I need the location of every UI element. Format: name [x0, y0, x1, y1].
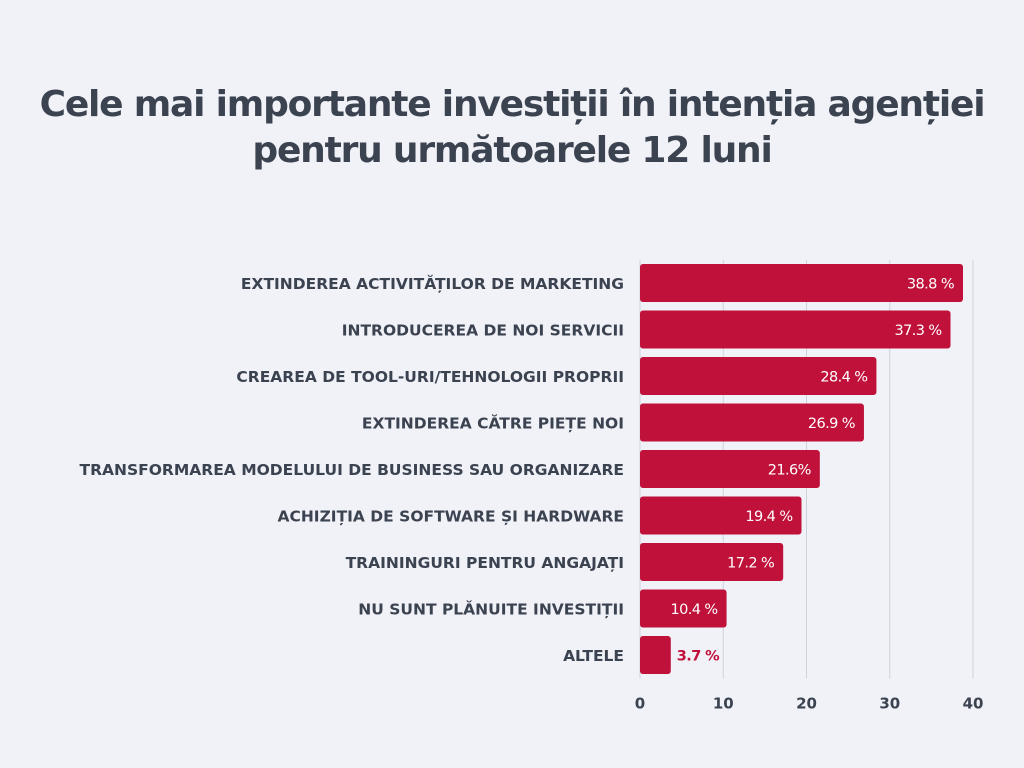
chart-title: Cele mai importante investiții în intenț… [0, 82, 1024, 174]
x-tick-label: 20 [796, 695, 817, 713]
bar-value-label: 21.6% [768, 463, 811, 479]
value-labels: 38.8 % 37.3 % 28.4 % 26.9 % 21.6% 19.4 % 17.2 … [671, 277, 955, 665]
category-label: EXTINDEREA CĂTRE PIEȚE NOI [362, 414, 624, 433]
x-axis-ticks: 0 10 20 30 40 [635, 695, 984, 713]
chart-title-line-1: Cele mai importante investiții în intenț… [39, 84, 986, 125]
bar [640, 403, 864, 442]
bar-value-label: 3.7 % [677, 649, 720, 665]
bar-value-label: 17.2 % [727, 556, 774, 572]
x-tick-label: 10 [713, 695, 734, 713]
bar [640, 589, 727, 628]
x-tick-label: 0 [635, 695, 645, 713]
chart-title-line-2: pentru următoarele 12 luni [252, 130, 772, 171]
category-label: CREAREA DE TOOL-URI/TEHNOLOGII PROPRII [236, 368, 624, 386]
category-label: NU SUNT PLĂNUITE INVESTIȚII [358, 600, 624, 619]
category-labels: EXTINDEREA ACTIVITĂȚILOR DE MARKETING INT… [80, 274, 624, 665]
bar [640, 450, 820, 488]
bar [640, 636, 671, 674]
category-label: TRAININGURI PENTRU ANGAJAȚI [346, 554, 624, 572]
x-tick-label: 40 [963, 695, 984, 713]
bar [640, 264, 964, 302]
x-tick-label: 30 [879, 695, 900, 713]
bar-value-label: 37.3 % [894, 323, 941, 339]
category-label: EXTINDEREA ACTIVITĂȚILOR DE MARKETING [241, 274, 624, 293]
category-label: ACHIZIȚIA DE SOFTWARE ȘI HARDWARE [277, 508, 624, 526]
bar-value-label: 26.9 % [808, 416, 855, 432]
category-label: INTRODUCEREA DE NOI SERVICII [342, 322, 624, 340]
bar-value-label: 28.4 % [820, 370, 867, 386]
bar-value-label: 10.4 % [671, 602, 718, 618]
category-label: TRANSFORMAREA MODELULUI DE BUSINESS SAU … [80, 461, 624, 479]
bar-value-label: 19.4 % [745, 509, 792, 525]
bars [640, 264, 964, 674]
bar-value-label: 38.8 % [907, 277, 954, 293]
bar [640, 496, 802, 535]
bar [640, 357, 877, 395]
bar [640, 543, 784, 581]
bar [640, 310, 951, 349]
category-label: ALTELE [563, 647, 624, 665]
